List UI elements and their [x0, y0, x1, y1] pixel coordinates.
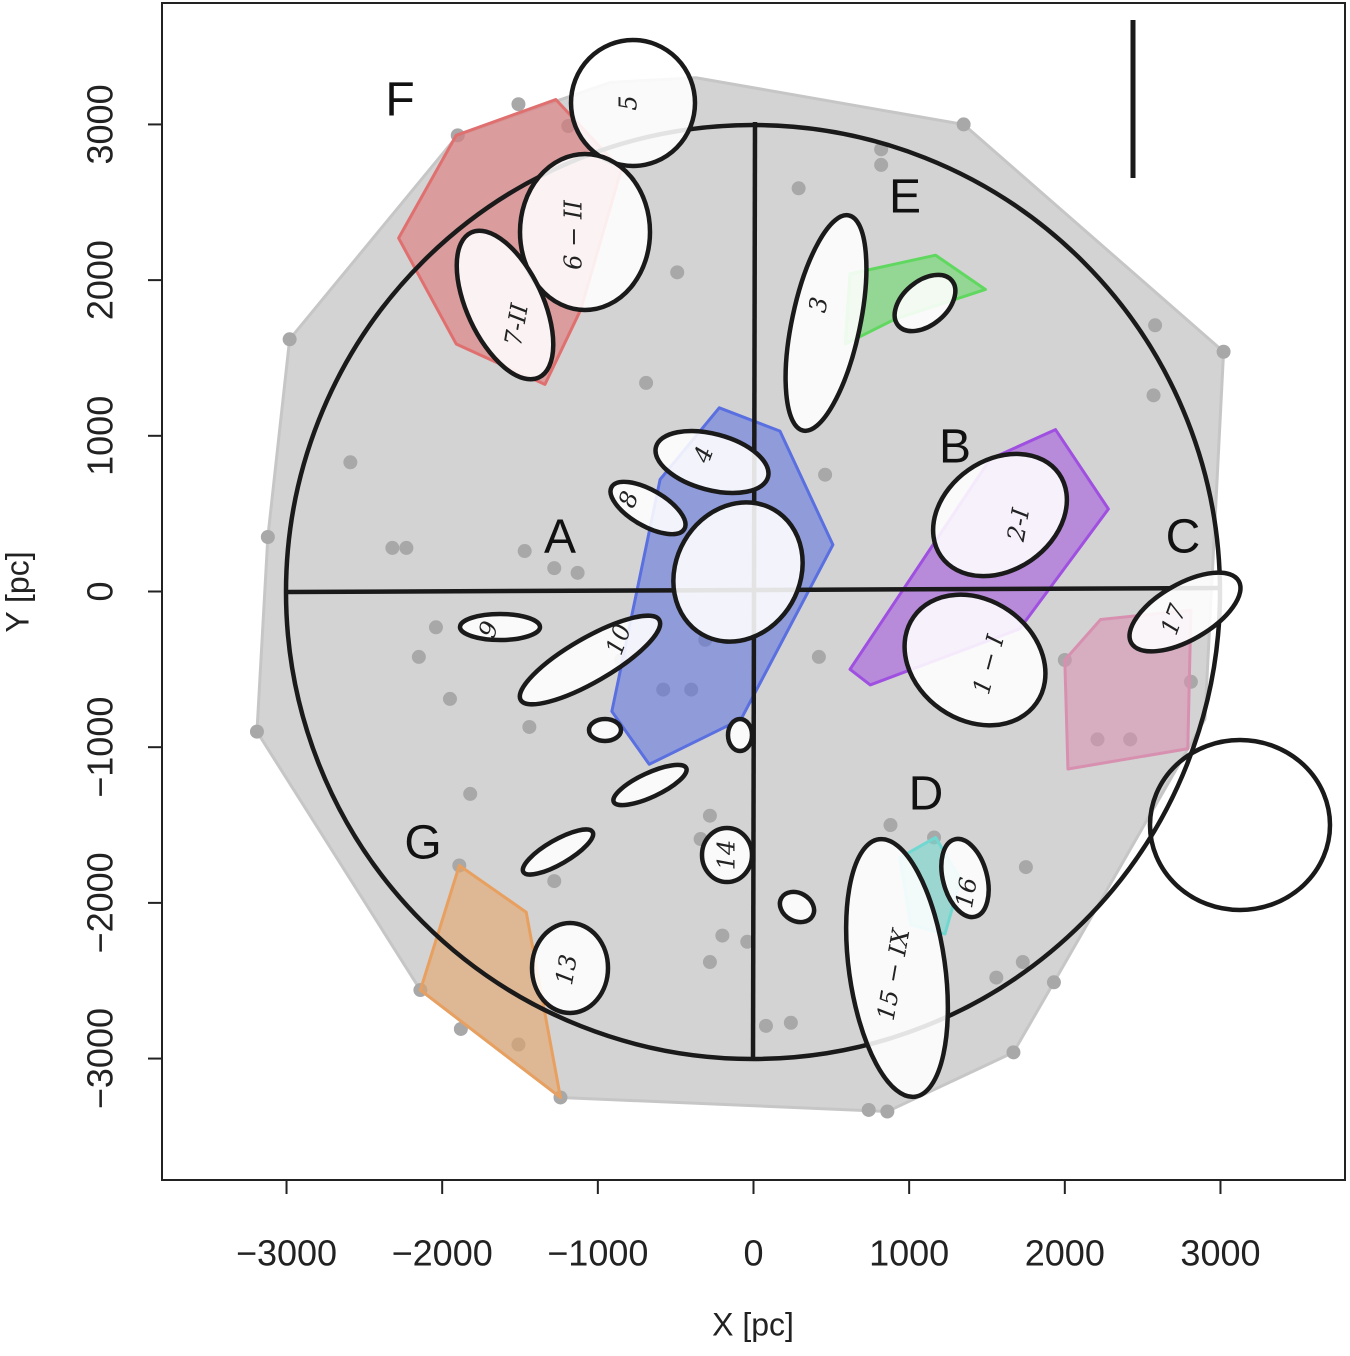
group-label: B	[939, 421, 971, 474]
point	[428, 620, 443, 635]
group-label: A	[544, 511, 576, 564]
point	[570, 565, 585, 580]
sketch-overlay	[283, 20, 1333, 1100]
group-label: E	[889, 171, 921, 224]
sketch-blob	[608, 479, 688, 537]
point	[260, 530, 275, 545]
point	[740, 934, 755, 949]
sketch-blob	[653, 428, 771, 496]
y-tick-label: −1000	[80, 697, 121, 798]
sketch-label: 2-I	[1002, 506, 1036, 545]
point	[343, 455, 358, 470]
point	[670, 265, 685, 280]
sketch-label: 6 − II	[560, 200, 588, 270]
sketch-label: 13	[550, 952, 583, 987]
group-label: C	[1166, 511, 1201, 564]
sketch-blob	[517, 151, 653, 313]
point	[1146, 388, 1161, 403]
point	[1015, 955, 1030, 970]
sketch-blob	[457, 611, 543, 643]
sketch-label: 5	[615, 95, 643, 110]
point	[411, 649, 426, 664]
point	[702, 955, 717, 970]
point	[715, 928, 730, 943]
x-tick-label: −2000	[392, 1233, 493, 1274]
x-tick-label: −1000	[547, 1233, 648, 1274]
sketch-blob	[783, 212, 869, 434]
sketch-blob	[611, 762, 689, 808]
sketch-label: 3	[803, 295, 833, 315]
y-tick-label: 1000	[80, 396, 121, 476]
point	[956, 117, 971, 132]
x-tick-label: 0	[743, 1233, 763, 1274]
point	[702, 808, 717, 823]
sketch-blob	[671, 500, 805, 644]
x-axis-title: X [pc]	[712, 1306, 794, 1342]
point	[880, 1104, 895, 1119]
point	[517, 544, 532, 559]
group-hull	[418, 864, 562, 1099]
point	[783, 1015, 798, 1030]
point	[547, 561, 562, 576]
sketch-label: 14	[713, 840, 741, 871]
sketch-blob	[529, 920, 611, 1016]
group-label: F	[385, 74, 414, 127]
point	[758, 1018, 773, 1033]
sketch-blob	[902, 592, 1048, 728]
point	[1018, 860, 1033, 875]
point	[1006, 1045, 1021, 1060]
sketch-blob	[939, 836, 991, 920]
point	[249, 724, 264, 739]
point	[639, 375, 654, 390]
sketch-blob	[725, 716, 755, 754]
point	[522, 719, 537, 734]
y-tick-label: 2000	[80, 240, 121, 320]
point	[811, 649, 826, 664]
point	[547, 874, 562, 889]
group-label: D	[909, 768, 944, 821]
sketch-label: 16	[950, 875, 983, 910]
point	[818, 467, 833, 482]
sketch-blob	[520, 827, 596, 877]
x-tick-label: 2000	[1025, 1233, 1105, 1274]
point	[861, 1102, 876, 1117]
sketch-blob	[892, 272, 958, 334]
x-tick-label: −3000	[236, 1233, 337, 1274]
point	[1216, 344, 1231, 359]
y-axis-title: Y [pc]	[0, 551, 35, 632]
point	[883, 818, 898, 833]
sketch-blob	[517, 613, 663, 707]
point	[442, 691, 457, 706]
sketch-blob	[777, 889, 817, 925]
x-tick-label: 1000	[869, 1233, 949, 1274]
point	[1046, 975, 1061, 990]
point	[399, 540, 414, 555]
y-tick-label: −3000	[80, 1008, 121, 1109]
group-label: G	[404, 817, 441, 870]
sketch-blob	[454, 228, 556, 382]
point	[874, 157, 889, 172]
sketch-blob	[568, 37, 698, 169]
point	[989, 970, 1004, 985]
y-tick-label: 3000	[80, 84, 121, 164]
sketch-blob	[586, 716, 624, 744]
sketch-blob	[699, 825, 755, 885]
point	[1148, 318, 1163, 333]
sketch-blob	[1127, 570, 1243, 654]
point	[282, 332, 297, 347]
y-tick-label: 0	[80, 581, 121, 601]
point	[511, 97, 526, 112]
sketch-blob	[1147, 737, 1333, 913]
x-tick-label: 3000	[1180, 1233, 1260, 1274]
y-tick-label: −2000	[80, 852, 121, 953]
point	[463, 786, 478, 801]
point	[385, 540, 400, 555]
sketch-blob	[843, 836, 951, 1100]
point	[791, 181, 806, 196]
sketch-blob	[930, 451, 1070, 579]
